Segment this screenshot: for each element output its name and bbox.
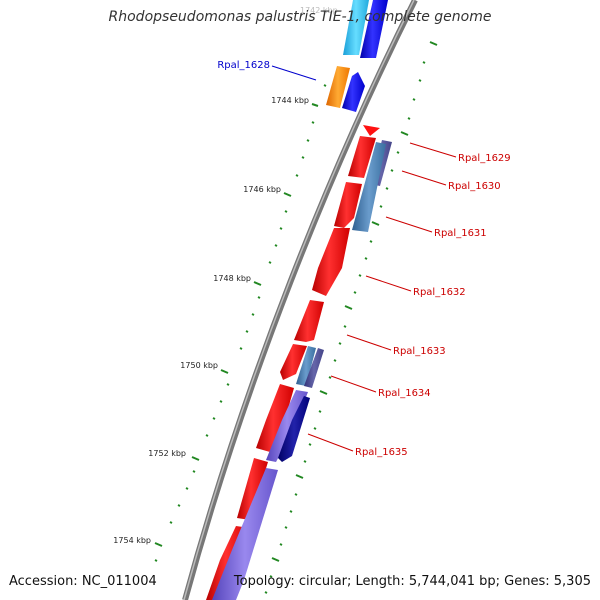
ruler-label: 1744 kbp [271,96,309,105]
feature-blue-top [360,0,388,58]
gene-label-rpal1628[interactable]: Rpal_1628 [217,60,270,71]
feature-purple-lower [212,468,278,600]
gene-label-rpal1630[interactable]: Rpal_1630 [448,181,501,192]
gene-label-rpal1635[interactable]: Rpal_1635 [355,447,408,458]
topology-text: Topology: circular; Length: 5,744,041 bp… [233,574,591,589]
gene-label-rpal1632[interactable]: Rpal_1632 [413,287,466,298]
ruler-label: 1748 kbp [213,274,251,283]
ruler-track-outer [264,41,438,594]
ruler-labels: 1744 kbp 1746 kbp 1748 kbp 1750 kbp 1752… [113,96,309,545]
feature-slate-1634 [304,348,324,388]
gene-labels: Rpal_1628 Rpal_1629 Rpal_1630 Rpal_1631 … [217,60,510,458]
feature-cyan-top [343,0,369,55]
ruler-label: 1752 kbp [148,449,186,458]
cds-red-chain [206,136,376,600]
gene-label-rpal1631[interactable]: Rpal_1631 [434,228,487,239]
genome-title: Rhodopseudomonas palustris TIE-1, comple… [108,9,492,25]
feature-orange [326,66,350,108]
feature-blue-rpal1628 [342,72,365,112]
accession-text: Accession: NC_011004 [9,574,157,589]
gene-label-rpal1629[interactable]: Rpal_1629 [458,153,511,164]
ruler-label: 1754 kbp [113,536,151,545]
feature-purple-1635 [266,390,308,462]
ruler-track-inner [154,84,327,562]
genome-backbone [182,0,418,600]
gene-leader-lines [271,65,457,452]
feature-navy-1635 [278,396,310,462]
gene-label-rpal1633[interactable]: Rpal_1633 [393,346,446,357]
feature-red-arrowhead [363,125,380,136]
genome-backbone-highlight [183,0,415,600]
ruler-label-faded: 1742 kbp [300,6,338,15]
ruler-label: 1746 kbp [243,185,281,194]
gene-label-rpal1634[interactable]: Rpal_1634 [378,388,431,399]
ruler-label: 1750 kbp [180,361,218,370]
feature-steel-1634 [296,346,316,386]
feature-steel-1630 [352,142,386,232]
